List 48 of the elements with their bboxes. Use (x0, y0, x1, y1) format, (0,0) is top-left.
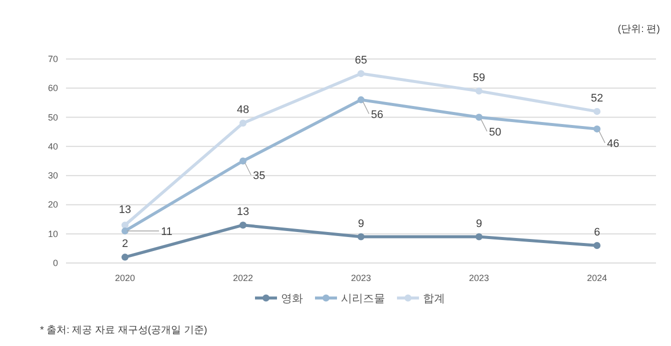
data-label: 48 (236, 104, 250, 116)
y-tick-label: 40 (48, 141, 58, 152)
data-label: 13 (118, 204, 132, 216)
legend-label: 영화 (281, 293, 303, 305)
point (240, 120, 246, 127)
point (476, 88, 482, 95)
data-label: 52 (590, 92, 604, 104)
data-label: 50 (489, 126, 502, 138)
data-label: 11 (161, 226, 172, 238)
legend-label: 합계 (423, 293, 445, 305)
point (358, 70, 364, 78)
text: * 출처: 제공 자료 재구성(공개일 기준) (40, 325, 208, 336)
data-label: 46 (607, 138, 620, 150)
data-label: 65 (354, 54, 368, 67)
y-tick-label: 60 (48, 83, 58, 94)
data-label: 59 (472, 72, 486, 84)
point (594, 108, 600, 115)
point (358, 96, 364, 104)
point (594, 242, 600, 250)
data-label: 9 (476, 218, 482, 230)
data-label: 13 (236, 206, 250, 218)
data-label: 56 (371, 108, 384, 121)
y-tick-label: 70 (48, 54, 58, 64)
point (476, 233, 482, 240)
data-label: 9 (358, 218, 364, 230)
point (122, 254, 128, 261)
x-tick-label: 2023 (350, 273, 372, 283)
point (122, 222, 128, 229)
point (240, 222, 246, 229)
x-tick-label: 2023 (468, 273, 490, 283)
y-tick-label: 10 (48, 228, 58, 239)
y-tick-label: 50 (48, 112, 58, 122)
y-tick-label: 0 (52, 258, 58, 268)
point (476, 114, 482, 121)
x-tick-label: 2022 (232, 273, 254, 283)
point (122, 227, 128, 234)
x-tick-label: 2020 (114, 273, 136, 283)
point (594, 125, 600, 132)
point (240, 158, 246, 164)
data-label: 2 (122, 238, 128, 250)
y-tick-label: 30 (48, 170, 58, 181)
text: (단위: 편) (618, 24, 660, 35)
data-label: 35 (253, 170, 266, 182)
x-tick-label: 2024 (586, 273, 608, 283)
y-tick-label: 20 (48, 200, 58, 210)
data-label: 6 (594, 226, 600, 239)
legend-label: 시리즈물 (341, 293, 385, 305)
point (358, 233, 364, 240)
